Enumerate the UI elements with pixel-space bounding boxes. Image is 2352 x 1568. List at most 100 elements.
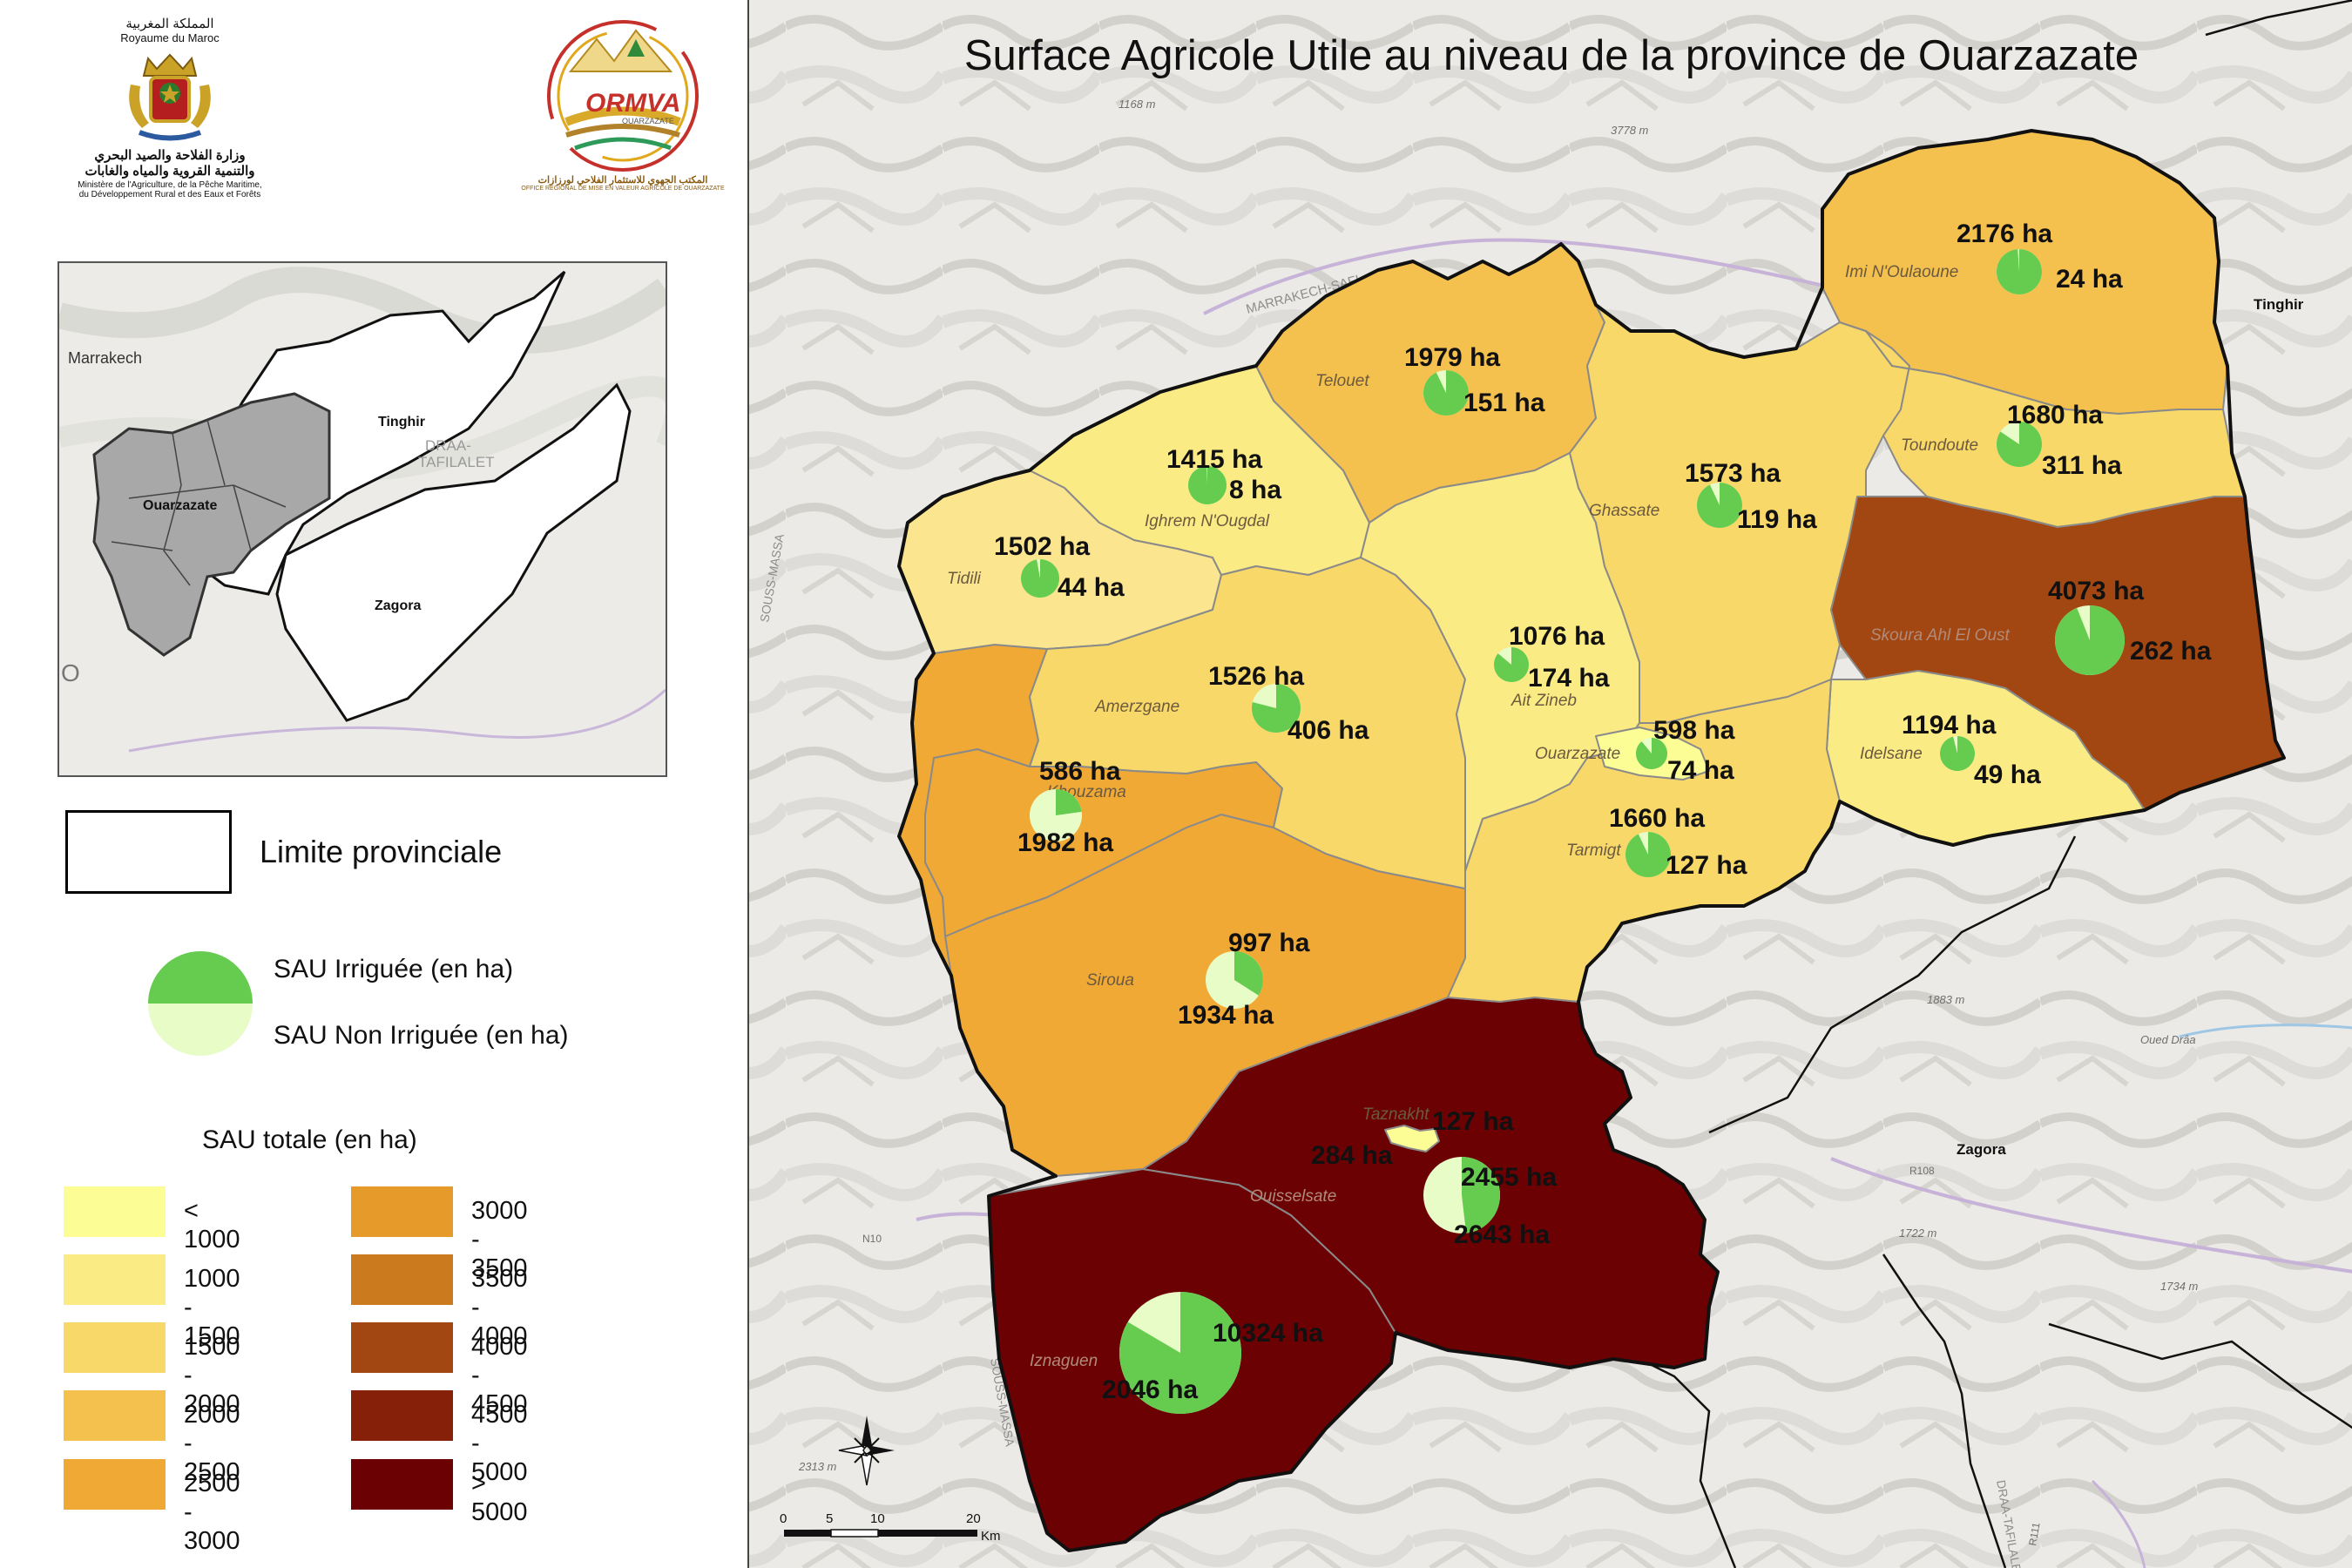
legend-class-swatch — [351, 1322, 453, 1373]
legend-class-swatch — [64, 1322, 166, 1373]
inset-road — [128, 688, 666, 753]
map-title: Surface Agricole Utile au niveau de la p… — [963, 32, 2139, 79]
label-zagora: Zagora — [1957, 1141, 2006, 1158]
commune-pie — [1021, 559, 1059, 598]
legend-class-swatch — [351, 1254, 453, 1305]
road-n10: N10 — [862, 1233, 882, 1245]
inset-label-tafilalet: TAFILALET — [418, 454, 495, 470]
legend-class-label: 4000 - 4500 — [471, 1333, 528, 1418]
legend-class-label: 2000 - 2500 — [184, 1401, 240, 1486]
commune-pie — [2055, 605, 2125, 676]
ministry-fr-1: Ministère de l'Agriculture, de la Pêche … — [78, 180, 262, 190]
commune-pie — [1996, 422, 2042, 467]
pie-slice-irrigated — [1636, 738, 1667, 770]
commune-name: Tidili — [947, 570, 982, 588]
irrigated-value-label: 1979 ha — [1404, 343, 1500, 372]
legend-boundary-swatch — [65, 810, 232, 894]
elev-1883: 1883 m — [1927, 993, 1965, 1006]
north-arrow-icon — [838, 1416, 895, 1486]
non-irrigated-value-label: 74 ha — [1667, 756, 1734, 785]
legend-class-swatch — [351, 1186, 453, 1237]
commune-pie — [1188, 466, 1227, 504]
road-r108: R108 — [1909, 1165, 1935, 1177]
non-irrigated-value-label: 24 ha — [2056, 265, 2123, 294]
commune-name: Toundoute — [1901, 436, 1978, 455]
legend-irrigated-label: SAU Irriguée (en ha) — [274, 955, 514, 983]
scale-tick-20: 20 — [966, 1511, 981, 1526]
commune-name: Ait Zineb — [1511, 692, 1577, 710]
non-irrigated-value-label: 127 ha — [1666, 851, 1747, 880]
commune-pie — [1494, 647, 1530, 682]
legend-class-label: 4500 - 5000 — [471, 1401, 528, 1486]
polygon-taznakht — [1384, 1125, 1440, 1152]
ormva-emblem-icon: ORMVA OUARZAZATE — [547, 20, 699, 172]
left-panel: المملكة المغربية Royaume du Maroc وزارة … — [0, 0, 740, 1568]
kingdom-ar: المملكة المغربية — [125, 17, 214, 31]
scale-unit: Km — [981, 1529, 1001, 1544]
commune-pie — [1206, 951, 1263, 1009]
commune-name: Ouisselsate — [1250, 1187, 1336, 1206]
royal-emblem-icon — [129, 53, 211, 141]
non-irrigated-value-label: 262 ha — [2130, 637, 2212, 666]
non-irrigated-value-label: 44 ha — [1058, 573, 1125, 602]
legend-class-swatch — [64, 1186, 166, 1237]
commune-polygons — [898, 130, 2285, 1551]
inset-map: Marrakech Tinghir DRAA- TAFILALET Ouarza… — [57, 261, 667, 777]
scale-bar: 0 5 10 20 Km — [780, 1511, 1001, 1544]
kingdom-header: المملكة المغربية Royaume du Maroc وزارة … — [48, 16, 292, 216]
commune-name: Siroua — [1086, 971, 1134, 990]
legend-class-label: > 5000 — [471, 1470, 528, 1526]
ormva-logo: ORMVA OUARZAZATE المكتب الجهوي للاستثمار… — [518, 9, 727, 218]
label-oued-draa: Oued Drâa — [2140, 1033, 2196, 1046]
commune-pie — [1030, 789, 1082, 841]
inset-map-canvas: Marrakech Tinghir DRAA- TAFILALET Ouarza… — [59, 263, 666, 775]
irrigated-value-label: 1680 ha — [2007, 401, 2103, 429]
ormva-ar: المكتب الجهوي للاستثمار الفلاحي لورزازات — [537, 175, 708, 186]
ministry-ar-2: والتنمية القروية والمياه والغابات — [84, 164, 255, 179]
commune-names: Imi N'Oulaoune Telouet Toundoute Ighrem N'O… — [947, 263, 2011, 1370]
inset-label-o: O — [61, 659, 80, 686]
pie-slice-irrigated — [1423, 370, 1470, 416]
elev-1168: 1168 m — [1119, 98, 1156, 111]
commune-pie — [1625, 832, 1671, 877]
irrigated-value-label: 1415 ha — [1166, 445, 1262, 474]
commune-pie — [1939, 736, 1975, 771]
commune-name: Telouet — [1315, 372, 1369, 390]
pie-slice-irrigated — [1188, 466, 1227, 504]
ministry-fr-2: du Développement Rural et des Eaux et Fo… — [78, 190, 261, 199]
pie-slice-irrigated — [1119, 1292, 1241, 1414]
pie-slice-irrigated — [1056, 789, 1082, 815]
commune-pie — [1119, 1292, 1241, 1414]
label-tinghir: Tinghir — [2254, 296, 2304, 313]
elev-2313: 2313 m — [798, 1460, 837, 1473]
commune-pie — [1997, 249, 2043, 294]
irrigated-value-label: 997 ha — [1228, 929, 1310, 957]
elev-1734: 1734 m — [2160, 1280, 2199, 1293]
non-irrigated-value-label: 8 ha — [1229, 476, 1281, 504]
irrigated-value-label: 10324 ha — [1213, 1319, 1323, 1348]
legend-class-swatch — [351, 1390, 453, 1441]
pie-slice-irrigated — [1234, 951, 1263, 996]
legend-class-label: 3000 - 3500 — [471, 1197, 528, 1282]
scale-tick-5: 5 — [826, 1511, 833, 1526]
non-irrigated-value-label: 49 ha — [1974, 760, 2041, 789]
irrigated-value-label: 2176 ha — [1957, 220, 2052, 248]
non-irrigated-value-label: 174 ha — [1528, 664, 1610, 693]
elev-1722: 1722 m — [1899, 1227, 1937, 1240]
ormva-name: ORMVA — [585, 89, 680, 118]
map-canvas: MARRAKECH-SAFI SOUSS-MASSA SOUSS-MASSA D… — [749, 0, 2352, 1568]
commune-pie — [1252, 684, 1301, 733]
legend-class-swatch — [64, 1459, 166, 1510]
irrigated-value-label: 1502 ha — [994, 532, 1090, 561]
irrigated-value-label: 4073 ha — [2048, 577, 2144, 605]
commune-name: Iznaguen — [1030, 1352, 1098, 1370]
commune-name: Skoura Ahl El Oust — [1870, 626, 2011, 645]
pie-slice-irrigated — [1697, 483, 1742, 528]
irrigated-value-label: 598 ha — [1653, 716, 1735, 745]
inset-label-ouarzazate: Ouarzazate — [143, 498, 217, 513]
non-irrigated-value-label: 2643 ha — [1454, 1220, 1550, 1249]
commune-pie — [1697, 483, 1742, 528]
commune-name: Imi N'Oulaoune — [1845, 263, 1958, 281]
irrigated-value-label: 2455 ha — [1461, 1163, 1557, 1192]
commune-name: Tarmigt — [1566, 841, 1621, 860]
